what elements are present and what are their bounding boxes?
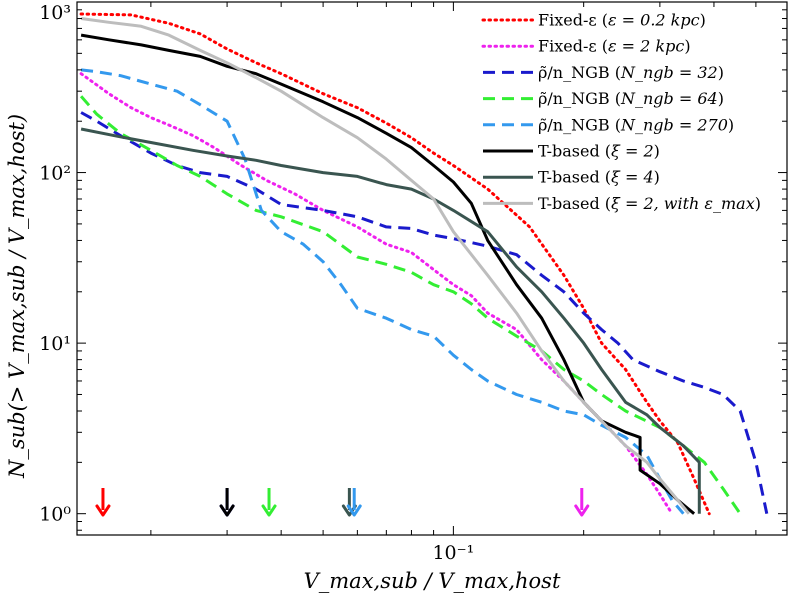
x-tick-label: 10⁻¹ [432, 542, 474, 564]
plot-frame [76, 1, 788, 536]
y-axis-title: N_sub(> V_max,sub / V_max,host) [5, 114, 29, 479]
legend-prefix: Fixed-ε ( [538, 11, 608, 30]
legend-suffix: ) [718, 63, 724, 82]
legend-prefix: ρ̃/n_NGB ( [538, 63, 621, 82]
axes [76, 1, 788, 536]
arrow-head-7 [574, 504, 590, 517]
legend-prefix: ρ̃/n_NGB ( [538, 89, 621, 108]
legend-suffix: ) [684, 37, 690, 56]
legend-prefix: T-based ( [538, 194, 611, 213]
legend-label-5: ρ̃/n_NGB (N_ngb = 270) [538, 115, 734, 134]
arrow-head-4 [261, 504, 277, 517]
tick-labels: 10⁰ 10¹ 10² 10³ 10⁻¹ [39, 2, 474, 564]
legend-math: ξ = 4 [611, 168, 654, 187]
legend-suffix: ) [755, 194, 761, 213]
series-line-5 [80, 68, 685, 515]
legend-math: N_ngb = 32 [620, 63, 718, 82]
legend-math: ε = 2 kpc [608, 37, 684, 56]
legend-label-4: ρ̃/n_NGB (N_ngb = 64) [538, 89, 724, 108]
legend-suffix: ) [728, 115, 734, 134]
legend-label-3: ρ̃/n_NGB (N_ngb = 32) [538, 63, 724, 82]
series-line-4 [79, 95, 742, 515]
series-layer [79, 12, 769, 516]
y-tick-label: 10⁰ [39, 504, 71, 526]
legend-prefix: T-based ( [538, 142, 611, 161]
legend-label-6: T-based (ξ = 2) [538, 142, 660, 161]
series-line-6 [80, 33, 696, 515]
x-axis-title: V_max,sub / V_max,host [304, 569, 561, 593]
legend-suffix: ) [718, 89, 724, 108]
series-line-2 [79, 72, 674, 516]
legend: Fixed-ε (ε = 0.2 kpc)Fixed-ε (ε = 2 kpc)… [481, 11, 761, 213]
arrow-head-3 [219, 504, 235, 517]
y-tick-label: 10¹ [39, 333, 71, 355]
legend-label-7: T-based (ξ = 4) [538, 168, 660, 187]
legend-math: ξ = 2 [611, 142, 654, 161]
legend-suffix: ) [700, 11, 706, 30]
arrow-layer [95, 488, 590, 517]
series-line-3 [80, 111, 769, 515]
legend-suffix: ) [654, 142, 660, 161]
series-line-1 [79, 12, 711, 516]
arrow-head-6 [346, 504, 362, 517]
legend-math: ε = 0.2 kpc [608, 11, 700, 30]
legend-math: ξ = 2, with ε_max [611, 194, 755, 213]
legend-prefix: ρ̃/n_NGB ( [538, 115, 621, 134]
legend-prefix: Fixed-ε ( [538, 37, 608, 56]
arrow-head-1 [95, 504, 111, 517]
legend-suffix: ) [654, 168, 660, 187]
legend-label-1: Fixed-ε (ε = 0.2 kpc) [538, 11, 706, 30]
legend-math: N_ngb = 64 [620, 89, 718, 108]
series-line-8 [80, 17, 691, 515]
legend-prefix: T-based ( [538, 168, 611, 187]
legend-label-2: Fixed-ε (ε = 2 kpc) [538, 37, 691, 56]
y-tick-label: 10² [39, 163, 71, 185]
series-line-7 [80, 127, 701, 514]
y-tick-label: 10³ [39, 2, 71, 24]
legend-label-8: T-based (ξ = 2, with ε_max) [538, 194, 761, 213]
legend-math: N_ngb = 270 [620, 115, 728, 134]
